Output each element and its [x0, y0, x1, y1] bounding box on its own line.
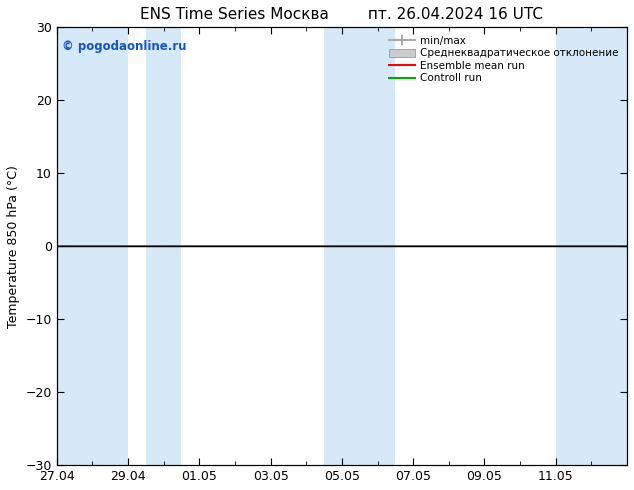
Text: © pogodaonline.ru: © pogodaonline.ru: [62, 40, 187, 53]
Bar: [146, 27, 181, 465]
Legend: min/max, Среднеквадратическое отклонение, Ensemble mean run, Controll run: min/max, Среднеквадратическое отклонение…: [386, 32, 622, 87]
Bar: [56, 27, 128, 465]
Title: ENS Time Series Москва        пт. 26.04.2024 16 UTC: ENS Time Series Москва пт. 26.04.2024 16…: [140, 7, 543, 22]
Y-axis label: Temperature 850 hPa (°C): Temperature 850 hPa (°C): [7, 165, 20, 328]
Bar: [324, 27, 396, 465]
Bar: [556, 27, 627, 465]
